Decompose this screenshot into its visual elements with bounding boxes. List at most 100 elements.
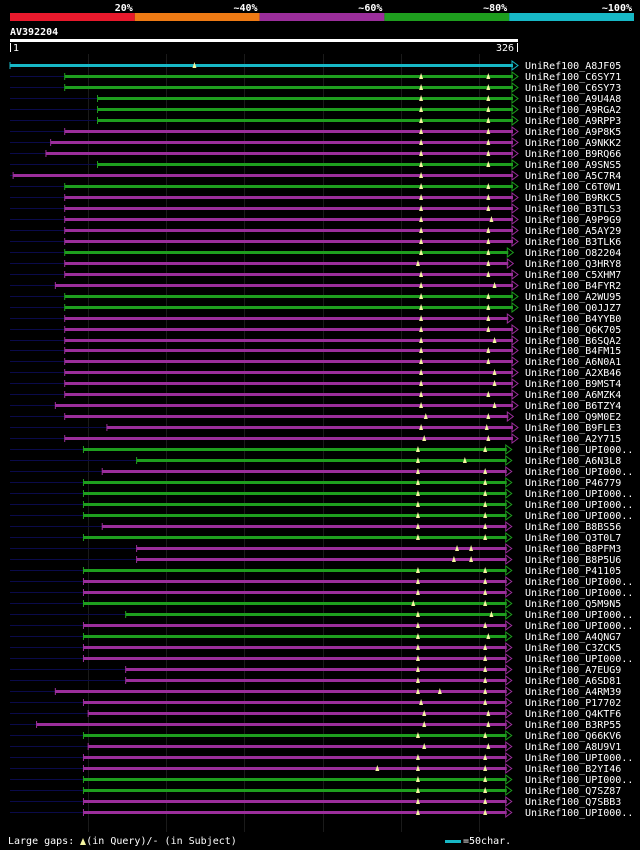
hit-row[interactable]: UniRef100_UPI000..: [10, 499, 633, 511]
hit-row[interactable]: UniRef100_UPI000..: [10, 609, 633, 621]
hit-name[interactable]: UniRef100_A9RPP3: [525, 116, 621, 127]
hit-row[interactable]: UniRef100_B6SQA2: [10, 335, 621, 347]
hit-row[interactable]: UniRef100_C5XHM7: [10, 269, 621, 281]
hit-row[interactable]: UniRef100_A7EUG9: [10, 664, 621, 676]
hit-name[interactable]: UniRef100_C6SY71: [525, 72, 621, 83]
hit-row[interactable]: UniRef100_A2WU95: [10, 291, 621, 303]
hit-name[interactable]: UniRef100_B4FYR2: [525, 281, 621, 292]
hit-row[interactable]: UniRef100_B9MST4: [10, 378, 621, 390]
hit-row[interactable]: UniRef100_B3RP55: [10, 719, 621, 731]
hit-name[interactable]: UniRef100_UPI000..: [525, 511, 633, 522]
hit-row[interactable]: UniRef100_UPI000..: [10, 466, 633, 478]
hit-row[interactable]: UniRef100_A6N3L8: [10, 455, 621, 467]
hit-name[interactable]: UniRef100_Q5M9N5: [525, 599, 621, 610]
hit-name[interactable]: UniRef100_O82204: [525, 248, 621, 259]
hit-row[interactable]: UniRef100_P46779: [10, 477, 621, 489]
hit-name[interactable]: UniRef100_B3TLK6: [525, 237, 621, 248]
hit-row[interactable]: UniRef100_A6N0A1: [10, 356, 621, 368]
hit-name[interactable]: UniRef100_Q0JJZ7: [525, 303, 621, 314]
hit-name[interactable]: UniRef100_A9P9G9: [525, 215, 621, 226]
hit-name[interactable]: UniRef100_B3RP55: [525, 720, 621, 731]
hit-name[interactable]: UniRef100_A6MZK4: [525, 390, 621, 401]
hit-name[interactable]: UniRef100_B8PFM3: [525, 544, 621, 555]
hit-row[interactable]: UniRef100_A8U9V1: [10, 741, 621, 753]
hit-name[interactable]: UniRef100_A5AY29: [525, 226, 621, 237]
hit-row[interactable]: UniRef100_B3TLS3: [10, 203, 621, 215]
hit-row[interactable]: UniRef100_UPI000..: [10, 752, 633, 764]
hit-name[interactable]: UniRef100_A9U4A8: [525, 94, 621, 105]
hit-row[interactable]: UniRef100_A9RGA2: [10, 104, 621, 116]
hit-name[interactable]: UniRef100_P17702: [525, 698, 621, 709]
hit-name[interactable]: UniRef100_UPI000..: [525, 445, 633, 456]
hit-row[interactable]: UniRef100_Q7SZ87: [10, 785, 621, 797]
hit-name[interactable]: UniRef100_B9RKC5: [525, 193, 621, 204]
hit-name[interactable]: UniRef100_A2XB46: [525, 368, 621, 379]
hit-row[interactable]: UniRef100_A2Y715: [10, 433, 621, 445]
hit-row[interactable]: UniRef100_Q7SBB3: [10, 796, 621, 808]
hit-row[interactable]: UniRef100_A9NKK2: [10, 137, 621, 149]
hit-row[interactable]: UniRef100_A4RM39: [10, 686, 621, 698]
hit-row[interactable]: UniRef100_B4FYR2: [10, 280, 621, 292]
hit-name[interactable]: UniRef100_Q7SBB3: [525, 797, 621, 808]
hit-row[interactable]: UniRef100_UPI000..: [10, 653, 633, 665]
hit-name[interactable]: UniRef100_B9FLE3: [525, 423, 621, 434]
hit-row[interactable]: UniRef100_Q4KTF6: [10, 708, 621, 720]
hit-row[interactable]: UniRef100_B9RKC5: [10, 192, 621, 204]
hit-name[interactable]: UniRef100_A9RGA2: [525, 105, 621, 116]
hit-row[interactable]: UniRef100_A5C7R4: [10, 170, 621, 182]
hit-row[interactable]: UniRef100_UPI000..: [10, 488, 633, 500]
hit-name[interactable]: UniRef100_B2YI46: [525, 764, 621, 775]
hit-name[interactable]: UniRef100_B6SQA2: [525, 336, 621, 347]
hit-row[interactable]: UniRef100_UPI000..: [10, 807, 633, 819]
hit-name[interactable]: UniRef100_C5XHM7: [525, 270, 621, 281]
hit-name[interactable]: UniRef100_UPI000..: [525, 577, 633, 588]
hit-row[interactable]: UniRef100_A2XB46: [10, 367, 621, 379]
hit-row[interactable]: UniRef100_UPI000..: [10, 444, 633, 456]
hit-name[interactable]: UniRef100_A9SNS5: [525, 160, 621, 171]
hit-row[interactable]: UniRef100_C6SY73: [10, 82, 621, 94]
hit-row[interactable]: UniRef100_Q66KV6: [10, 730, 621, 742]
hit-row[interactable]: UniRef100_B9RQ66: [10, 148, 621, 160]
hit-name[interactable]: UniRef100_UPI000..: [525, 753, 633, 764]
hit-name[interactable]: UniRef100_B9MST4: [525, 379, 621, 390]
hit-row[interactable]: UniRef100_Q9M0E2: [10, 411, 621, 423]
hit-name[interactable]: UniRef100_B9RQ66: [525, 149, 621, 160]
hit-name[interactable]: UniRef100_C6T0W1: [525, 182, 621, 193]
hit-name[interactable]: UniRef100_UPI000..: [525, 500, 633, 511]
hit-row[interactable]: UniRef100_B4YYB0: [10, 313, 621, 325]
hit-name[interactable]: UniRef100_B8P5U6: [525, 555, 621, 566]
hit-name[interactable]: UniRef100_Q9M0E2: [525, 412, 621, 423]
hit-name[interactable]: UniRef100_A5C7R4: [525, 171, 621, 182]
hit-row[interactable]: UniRef100_Q5M9N5: [10, 598, 621, 610]
hit-row[interactable]: UniRef100_A9U4A8: [10, 93, 621, 105]
hit-row[interactable]: UniRef100_C6T0W1: [10, 181, 621, 193]
hit-name[interactable]: UniRef100_A9P8K5: [525, 127, 621, 138]
hit-name[interactable]: UniRef100_C6SY73: [525, 83, 621, 94]
hit-row[interactable]: UniRef100_UPI000..: [10, 620, 633, 632]
hit-name[interactable]: UniRef100_A4QNG7: [525, 632, 621, 643]
hit-row[interactable]: UniRef100_A9P8K5: [10, 126, 621, 138]
hit-name[interactable]: UniRef100_UPI000..: [525, 654, 633, 665]
hit-name[interactable]: UniRef100_B4YYB0: [525, 314, 621, 325]
hit-name[interactable]: UniRef100_UPI000..: [525, 588, 633, 599]
hit-name[interactable]: UniRef100_UPI000..: [525, 489, 633, 500]
hit-name[interactable]: UniRef100_A4RM39: [525, 687, 621, 698]
hit-row[interactable]: UniRef100_P17702: [10, 697, 621, 709]
hit-name[interactable]: UniRef100_Q7SZ87: [525, 786, 621, 797]
hit-name[interactable]: UniRef100_UPI000..: [525, 775, 633, 786]
hit-row[interactable]: UniRef100_A9P9G9: [10, 214, 621, 226]
hit-row[interactable]: UniRef100_Q3HRY8: [10, 258, 621, 270]
hit-name[interactable]: UniRef100_A2WU95: [525, 292, 621, 303]
hit-row[interactable]: UniRef100_A6SD81: [10, 675, 621, 687]
hit-name[interactable]: UniRef100_C3ZCK5: [525, 643, 621, 654]
hit-row[interactable]: UniRef100_A9RPP3: [10, 115, 621, 127]
hit-name[interactable]: UniRef100_Q4KTF6: [525, 709, 621, 720]
hit-row[interactable]: UniRef100_B6TZY4: [10, 400, 621, 412]
hit-row[interactable]: UniRef100_Q0JJZ7: [10, 302, 621, 314]
hit-row[interactable]: UniRef100_C3ZCK5: [10, 642, 621, 654]
hit-row[interactable]: UniRef100_B4FM15: [10, 345, 621, 357]
hit-row[interactable]: UniRef100_Q6K705: [10, 324, 621, 336]
hit-name[interactable]: UniRef100_UPI000..: [525, 467, 633, 478]
hit-name[interactable]: UniRef100_P46779: [525, 478, 621, 489]
hit-name[interactable]: UniRef100_B4FM15: [525, 346, 621, 357]
